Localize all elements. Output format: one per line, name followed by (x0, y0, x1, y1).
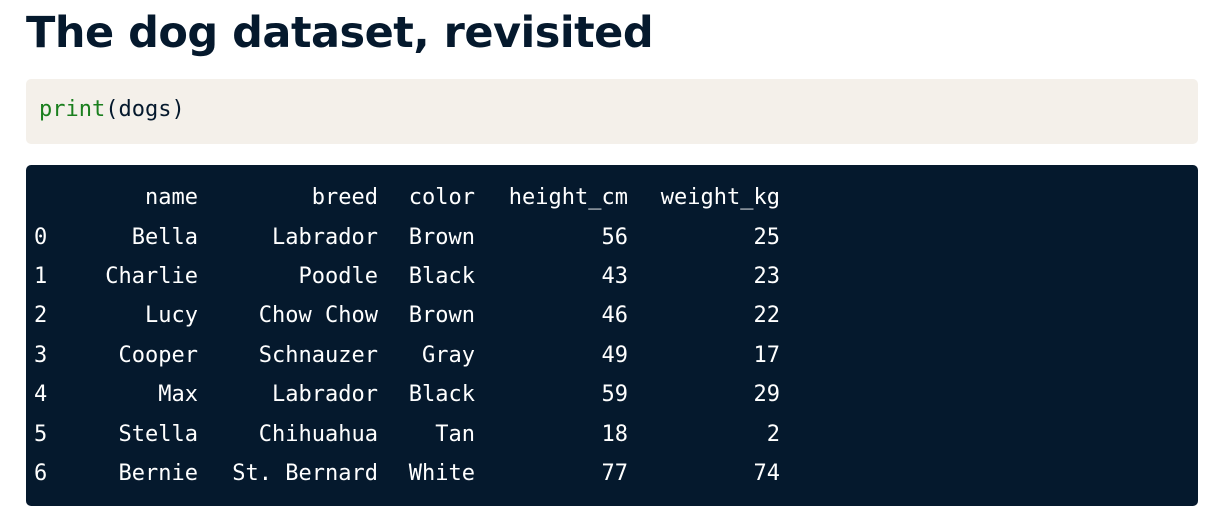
row-index: 4 (34, 382, 48, 408)
code-function: print (39, 97, 106, 122)
cell-height: 43 (601, 263, 629, 289)
cell-name: Bernie (118, 460, 198, 486)
cell-color: Black (408, 382, 475, 408)
cell-name: Charlie (105, 263, 198, 289)
code-line: print(dogs) (39, 97, 185, 122)
cell-height: 18 (601, 421, 629, 447)
dataframe-table: name breed color height_cm weight_kg 0 Be… (34, 178, 780, 493)
table-row: 6 Bernie St. Bernard White 77 74 (34, 454, 780, 493)
cell-weight: 74 (753, 460, 781, 486)
row-index: 1 (34, 263, 48, 289)
cell-breed: Poodle (298, 263, 378, 289)
cell-breed: St. Bernard (232, 460, 378, 486)
index-header (34, 178, 56, 217)
row-index: 2 (34, 303, 48, 329)
cell-name: Stella (118, 421, 198, 447)
cell-breed: Chow Chow (258, 303, 378, 329)
row-index: 3 (34, 342, 48, 368)
table-body: 0 Bella Labrador Brown 56 25 1 Charlie Poodle Bla… (34, 217, 780, 493)
cell-color: Gray (422, 342, 475, 368)
table-row: 2 Lucy Chow Chow Brown 46 22 (34, 296, 780, 335)
row-index: 6 (34, 460, 48, 486)
cell-weight: 17 (753, 342, 781, 368)
table-header-row: name breed color height_cm weight_kg (34, 178, 780, 217)
code-argument: (dogs) (105, 97, 185, 122)
cell-name: Lucy (145, 303, 198, 329)
table-row: 5 Stella Chihuahua Tan 18 2 (34, 414, 780, 453)
cell-color: Black (408, 263, 475, 289)
cell-height: 77 (601, 460, 629, 486)
cell-height: 49 (601, 342, 629, 368)
cell-height: 59 (601, 382, 629, 408)
page-title: The dog dataset, revisited (26, 8, 654, 58)
cell-breed: Schnauzer (258, 342, 378, 368)
output-block: name breed color height_cm weight_kg 0 Be… (26, 165, 1198, 506)
cell-breed: Labrador (272, 224, 378, 250)
cell-weight: 25 (753, 224, 781, 250)
cell-breed: Chihuahua (258, 421, 378, 447)
column-header-color: color (408, 185, 475, 211)
row-index: 5 (34, 421, 48, 447)
column-header-breed: breed (311, 185, 378, 211)
cell-weight: 29 (753, 382, 781, 408)
cell-height: 46 (601, 303, 629, 329)
cell-color: White (408, 460, 475, 486)
code-block: print(dogs) (26, 79, 1198, 144)
table-row: 3 Cooper Schnauzer Gray 49 17 (34, 336, 780, 375)
table-row: 1 Charlie Poodle Black 43 23 (34, 257, 780, 296)
cell-color: Tan (435, 421, 475, 447)
cell-weight: 22 (753, 303, 781, 329)
cell-breed: Labrador (272, 382, 378, 408)
cell-name: Max (158, 382, 198, 408)
cell-name: Bella (131, 224, 198, 250)
row-index: 0 (34, 224, 48, 250)
cell-weight: 23 (753, 263, 781, 289)
cell-color: Brown (408, 224, 475, 250)
cell-color: Brown (408, 303, 475, 329)
cell-height: 56 (601, 224, 629, 250)
column-header-name: name (145, 185, 198, 211)
cell-name: Cooper (118, 342, 198, 368)
table-row: 4 Max Labrador Black 59 29 (34, 375, 780, 414)
cell-weight: 2 (766, 421, 780, 447)
table-row: 0 Bella Labrador Brown 56 25 (34, 217, 780, 256)
column-header-weight: weight_kg (660, 185, 780, 211)
column-header-height: height_cm (508, 185, 628, 211)
